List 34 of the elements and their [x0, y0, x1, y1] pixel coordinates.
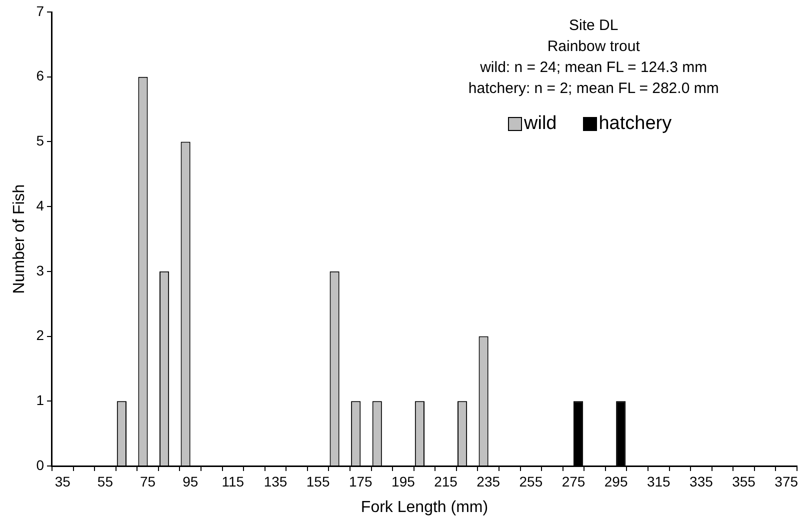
x-tick-label: 295 — [604, 473, 628, 490]
y-tick-label: 7 — [36, 2, 44, 19]
x-tick-label: 135 — [264, 473, 288, 490]
y-tick-label: 3 — [36, 262, 44, 278]
y-tick-label: 5 — [36, 132, 44, 149]
x-axis-title: Fork Length (mm) — [360, 498, 488, 516]
annotation: wild: n = 24; mean FL = 124.3 mm — [479, 59, 708, 76]
x-tick-label: 335 — [690, 473, 714, 490]
annotation: hatchery: n = 2; mean FL = 282.0 mm — [468, 80, 719, 98]
legend-label: hatchery — [598, 113, 672, 135]
x-tick-label: 55 — [97, 473, 114, 490]
x-tick-label: 355 — [732, 473, 756, 490]
y-tick-label: 6 — [36, 68, 44, 84]
x-tick-label: 315 — [646, 473, 671, 490]
x-tick-label: 255 — [519, 473, 543, 490]
legend-label: wild — [524, 113, 557, 135]
x-tick-label: 75 — [140, 473, 156, 490]
x-tick-label: 275 — [562, 473, 586, 490]
y-tick-label: 0 — [36, 456, 44, 473]
y-axis-title: Number of Fish — [11, 184, 28, 294]
y-tick-label: 1 — [36, 392, 44, 408]
chart-title: Site DL — [569, 17, 618, 34]
x-tick-label: 235 — [476, 473, 500, 490]
x-tick-label: 375 — [774, 473, 798, 490]
text: Rainbow trout — [547, 38, 641, 56]
x-tick-label: 95 — [182, 473, 198, 490]
y-tick-label: 4 — [36, 197, 44, 214]
x-tick-label: 195 — [392, 473, 416, 490]
x-tick-label: 155 — [306, 473, 330, 490]
y-tick-label: 2 — [36, 327, 44, 344]
x-tick-label: 115 — [222, 473, 244, 490]
x-tick-label: 175 — [348, 473, 373, 490]
x-tick-label: 35 — [54, 473, 71, 490]
x-tick-label: 215 — [434, 473, 458, 490]
